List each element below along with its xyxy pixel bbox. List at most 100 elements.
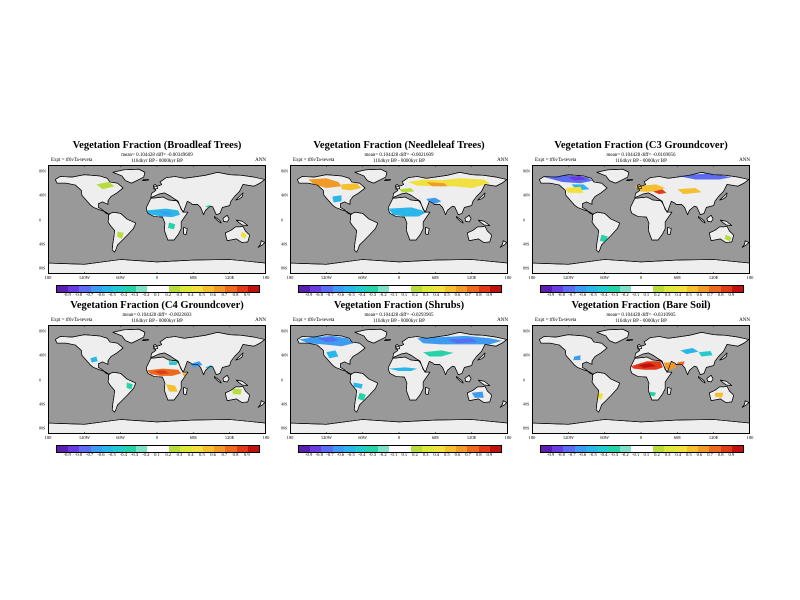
colorbar-tick-label: -0.3: [130, 452, 139, 457]
colorbar-swatch: [433, 446, 445, 452]
panel-stats: mean= 0.104428 diff= -0.0021609: [364, 153, 434, 158]
colorbar-tick-label: 0.7: [707, 452, 713, 457]
colorbar-swatch: [113, 446, 125, 452]
colorbar-tick-label: -0.6: [578, 452, 587, 457]
colorbar-swatch: [574, 446, 586, 452]
panel-title: Vegetation Fraction (Broadleaf Trees): [72, 140, 242, 151]
coastline: [532, 259, 750, 274]
lat-label: 40S: [281, 241, 288, 247]
lat-label: 80N: [523, 328, 530, 334]
panel-period: 1164kyr BP - 0000kyr BP: [615, 319, 667, 324]
colorbar-tick-label: -0.1: [632, 292, 640, 297]
panel-period: 1164kyr BP - 0000kyr BP: [615, 159, 667, 164]
colorbar-tick-label: -0.6: [97, 452, 105, 457]
colorbar-tick-label: -0.3: [610, 292, 619, 297]
lon-axis: 180 120W 60W 0 60E 120E 180: [45, 434, 270, 442]
colorbar-swatch: [411, 446, 423, 452]
colorbar-tick-label: -0.7: [326, 452, 334, 457]
panel-stats: mean= 0.104428 diff= -0.0169056: [606, 153, 676, 158]
colorbar-tick-label: -0.7: [568, 292, 576, 297]
colorbar-tick-label: 0.9: [486, 452, 493, 457]
coastline: [720, 379, 733, 386]
colorbar-swatch: [541, 446, 553, 452]
lon-label: 180: [504, 435, 512, 440]
map-panel: Vegetation Fraction (C3 Groundcover) mean…: [523, 140, 753, 315]
anomaly-region: [677, 188, 702, 195]
colorbar-swatch: [552, 286, 564, 292]
lon-label: 120E: [466, 435, 477, 440]
colorbar-tick-label: 0.9: [728, 452, 735, 457]
lat-label: 0: [39, 217, 41, 222]
lon-label: 180: [504, 275, 512, 280]
map-panel: Vegetation Fraction (Shrubs) mean= 0.1044…: [281, 300, 511, 475]
panel-expt: Expt = tf6vTa-teveta: [293, 318, 335, 323]
colorbar-tick-label: -0.7: [568, 452, 576, 457]
coastline: [464, 374, 472, 383]
colorbar-swatch: [202, 286, 215, 292]
coastline: [596, 328, 630, 344]
colorbar-swatch: [653, 446, 665, 452]
lat-label: 40S: [281, 401, 288, 407]
colorbar-tick-label: 0.2: [654, 292, 660, 297]
map-panel: Vegetation Fraction (C4 Groundcover) mean…: [39, 300, 270, 475]
panel-expt: Expt = tf6vTa-teveta: [51, 318, 93, 323]
colorbar-tick-label: -0.8: [315, 452, 323, 457]
colorbar: [298, 445, 502, 453]
colorbar-swatch: [68, 286, 80, 292]
colorbar-tick-label: 0.9: [243, 292, 250, 297]
colorbar-swatch: [541, 286, 553, 292]
lat-label: 40N: [523, 192, 530, 198]
colorbar-tick-label: 0.2: [654, 452, 660, 457]
colorbar-tick-label: 0.7: [221, 292, 228, 297]
coastline: [214, 216, 222, 224]
coastline: [384, 339, 391, 341]
lon-label: 60E: [431, 435, 439, 440]
coastline: [499, 400, 508, 408]
colorbar-swatch: [399, 286, 412, 292]
anomaly-region: [157, 211, 173, 216]
colorbar-tick-label: 0.1: [643, 452, 650, 457]
colorbar-swatch: [124, 446, 136, 452]
coastline: [297, 334, 366, 376]
colorbar-swatch: [180, 446, 192, 452]
colorbar-swatch: [388, 286, 400, 292]
coastline: [142, 179, 149, 181]
map-panel: Vegetation Fraction (Bare Soil) mean= 0.1…: [523, 300, 753, 475]
lon-label: 60W: [116, 275, 126, 280]
coastline: [720, 219, 733, 226]
coastline: [456, 216, 464, 224]
colorbar-tick-label: 0.4: [675, 292, 682, 297]
colorbar-tick-label: -0.1: [632, 452, 640, 457]
colorbar-tick-label: -0.8: [315, 292, 323, 297]
colorbar-swatch: [101, 286, 114, 292]
colorbar-swatch: [489, 286, 501, 292]
lat-label: 80N: [281, 168, 288, 174]
colorbar-tick-label: -0.4: [358, 452, 366, 457]
colorbar-tick-label: 0.3: [422, 452, 429, 457]
colorbar-tick-label: -0.9: [63, 452, 71, 457]
coastline: [146, 356, 189, 401]
colorbar-tick-label: 0.3: [664, 452, 671, 457]
colorbar-swatch: [377, 286, 389, 292]
coastline: [630, 356, 673, 401]
colorbar-tick-label: -0.8: [557, 292, 565, 297]
lon-label: 180: [44, 275, 52, 280]
lat-label: 40N: [39, 352, 46, 358]
colorbar-swatch: [630, 286, 642, 292]
colorbar-tick-label: -0.4: [358, 292, 366, 297]
coastline: [456, 376, 464, 384]
coastline: [667, 227, 672, 235]
colorbar-tick-label: 0.1: [401, 452, 408, 457]
lon-label: 120E: [466, 275, 477, 280]
colorbar-swatch: [720, 286, 732, 292]
colorbar-tick-label: -0.6: [97, 292, 105, 297]
lon-label: 60E: [189, 275, 197, 280]
lat-label: 0: [39, 377, 41, 382]
colorbar-swatch: [456, 446, 468, 452]
lat-label: 40N: [39, 192, 46, 198]
coastline: [183, 387, 188, 395]
colorbar-swatch: [444, 446, 457, 452]
colorbar: [540, 285, 744, 293]
anomaly-region: [698, 351, 713, 357]
coastline: [637, 184, 642, 190]
